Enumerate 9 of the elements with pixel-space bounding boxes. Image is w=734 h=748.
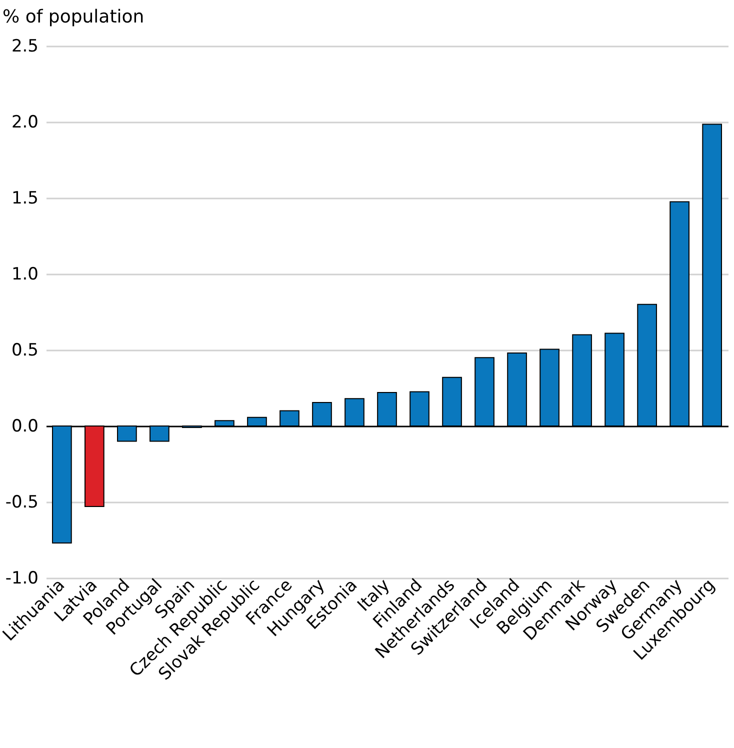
y-axis-title: % of population — [2, 6, 144, 28]
y-tick-label: 1.0 — [11, 264, 38, 284]
y-tick-label: 2.5 — [11, 36, 38, 56]
y-tick-label: -0.5 — [5, 492, 38, 512]
y-tick-label: 1.5 — [11, 188, 38, 208]
y-tick-label: 2.0 — [11, 112, 38, 132]
y-tick-label: -1.0 — [5, 568, 38, 588]
y-tick-label: 0.5 — [11, 340, 38, 360]
y-tick-label: 0.0 — [11, 416, 38, 436]
